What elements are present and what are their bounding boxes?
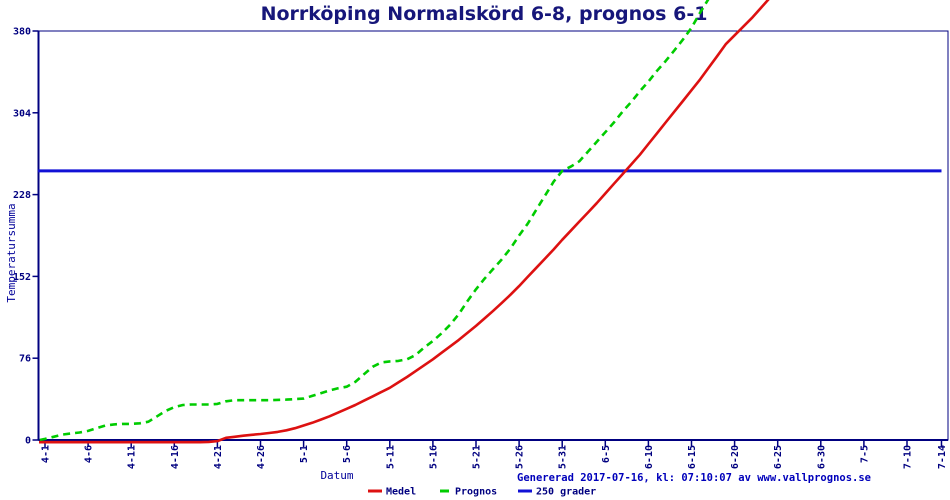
x-tick-label: 6-5 (601, 445, 612, 463)
chart-title: Norrköping Normalskörd 6-8, prognos 6-1 (261, 3, 708, 25)
legend-label-2: Prognos (455, 487, 497, 498)
x-tick-label: 4-6 (84, 445, 95, 463)
axis-ticks: 0 76 152 228 304 380 4-1 4-6 4-11 4-16 4-21 4-26 5-1… (13, 27, 948, 470)
x-axis-title: Datum (320, 469, 353, 482)
data-series (38, 0, 942, 444)
x-tick-label: 5-16 (428, 445, 439, 469)
series-prognos (39, 0, 710, 442)
y-tick-label: 76 (19, 354, 31, 365)
legend-label-1: Medel (386, 487, 416, 498)
x-tick-label: 5-11 (385, 445, 396, 469)
x-tick-label: 5-31 (558, 445, 569, 469)
series-medel (39, 0, 770, 444)
y-tick-label: 304 (13, 108, 31, 119)
x-tick-label: 4-11 (127, 445, 138, 469)
legend-label-3: 250 grader (536, 487, 596, 498)
x-tick-label: 6-25 (773, 445, 784, 469)
x-tick-label: 6-10 (644, 445, 655, 469)
x-tick-label: 4-1 (41, 445, 52, 463)
x-tick-label: 4-21 (213, 445, 224, 469)
x-tick-label: 6-20 (730, 445, 741, 469)
plot-frame (37, 30, 949, 441)
y-tick-label: 380 (13, 27, 31, 38)
x-tick-label: 5-6 (342, 445, 353, 463)
x-tick-label: 6-30 (816, 445, 827, 469)
legend: Medel Prognos 250 grader (368, 487, 596, 498)
y-tick-label: 152 (13, 272, 31, 283)
x-tick-label: 4-26 (256, 445, 267, 469)
axis-labels: Temperatursumma Datum Genererad 2017-07-… (5, 203, 871, 484)
x-tick-label: 7-5 (859, 445, 870, 463)
x-tick-label: 4-16 (170, 445, 181, 469)
x-tick-label: 6-15 (687, 445, 698, 469)
y-tick-label: 228 (13, 190, 31, 201)
y-tick-label: 0 (25, 436, 31, 447)
x-tick-label: 7-10 (903, 445, 914, 469)
x-tick-label: 5-21 (472, 445, 483, 469)
plot-border (38, 30, 949, 441)
x-tick-label: 5-1 (299, 445, 310, 463)
x-tick-label: 7-14 (937, 445, 948, 469)
generated-footer: Genererad 2017-07-16, kl: 07:10:07 av ww… (517, 472, 871, 484)
y-axis-title: Temperatursumma (5, 203, 18, 302)
x-tick-label: 5-26 (515, 445, 526, 469)
